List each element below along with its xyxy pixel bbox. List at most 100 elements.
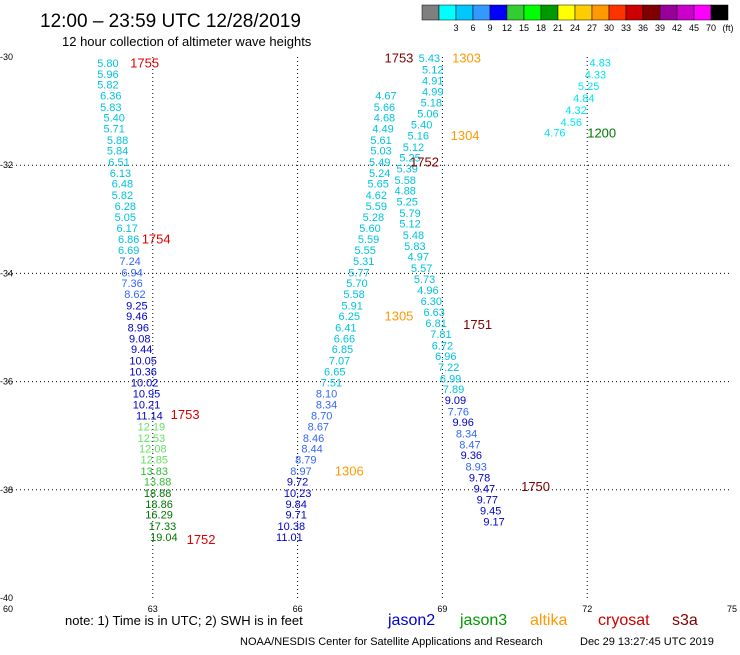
pass-time-label: 1200: [587, 125, 616, 140]
swh-value: 5.49: [369, 157, 390, 169]
swh-value: 5.96: [97, 69, 118, 81]
colorbar-tick-label: 42: [672, 23, 682, 33]
swh-value: 6.99: [440, 373, 461, 385]
swh-value: 5.43: [419, 53, 440, 65]
colorbar-tick-label: 15: [519, 23, 529, 33]
colorbar-bin: [676, 4, 695, 21]
colorbar-tick-label: 9: [487, 23, 492, 33]
swh-value: 5.71: [103, 123, 124, 135]
swh-value: 9.84: [285, 499, 306, 511]
swh-value: 8.96: [128, 322, 149, 334]
swh-value: 4.32: [565, 105, 586, 117]
colorbar-bin: [472, 4, 491, 21]
swh-value: 6.85: [332, 344, 353, 356]
swh-value: 11.01: [276, 532, 303, 544]
swh-value: 13.88: [144, 477, 172, 489]
swh-value: 19.04: [150, 532, 178, 544]
swh-value: 4.56: [561, 117, 582, 129]
swh-value: 5.58: [343, 289, 364, 301]
swh-value: 9.71: [285, 510, 306, 522]
colorbar-tick-label: 21: [553, 23, 563, 33]
swh-value: 5.39: [396, 163, 417, 175]
swh-value: 7.76: [448, 406, 469, 418]
swh-value: 6.41: [335, 322, 356, 334]
swh-value: 6.63: [423, 307, 444, 319]
swh-value: 5.40: [411, 120, 432, 132]
colorbar: 3 6 9 12 15 18 21 24 27 30 33 36 39 42 45 70 (ft): [421, 4, 734, 33]
swh-value: 4.99: [422, 87, 443, 99]
swh-value: 5.91: [341, 300, 362, 312]
y-tick-label: -32: [0, 160, 13, 170]
legend-s3a: s3a: [672, 612, 698, 629]
pass-time-label: 1755: [130, 55, 159, 70]
swh-value: 5.58: [395, 175, 416, 187]
chart-title: 12:00 – 23:59 UTC 12/28/2019: [40, 11, 301, 32]
colorbar-bin: [506, 4, 525, 21]
pass-time-label: 1753: [384, 51, 413, 66]
swh-value: 5.06: [417, 108, 438, 120]
swh-value: 6.65: [324, 366, 345, 378]
y-tick-label: -40: [0, 593, 13, 603]
pass-time-label: 1753: [171, 407, 200, 422]
swh-value: 5.16: [408, 130, 429, 142]
x-tick-label: 66: [293, 604, 303, 614]
swh-value: 5.83: [100, 102, 121, 114]
swh-value: 5.77: [348, 267, 369, 279]
swh-value: 12.08: [139, 444, 167, 456]
swh-value: 9.44: [131, 344, 152, 356]
legend-cryosat: cryosat: [598, 612, 650, 629]
axis-ticks: 60 63 66 69 72 75 -30 -32 -34 -36 -38 -40: [0, 52, 737, 614]
swh-value: 6.72: [432, 340, 453, 352]
swh-value: 6.94: [121, 267, 142, 279]
swh-value: 9.09: [445, 395, 466, 407]
pass-time-labels: 1755 1753 1303 1304 1200 1752 1754 1305 1751 1753…: [130, 51, 616, 547]
swh-value: 6.30: [421, 296, 442, 308]
colorbar-tick-label: (ft): [723, 23, 734, 33]
colorbar-tick-label: 39: [655, 23, 665, 33]
swh-value: 9.25: [126, 300, 147, 312]
swh-value: 5.24: [369, 168, 390, 180]
swh-value: 6.69: [118, 245, 139, 257]
swh-value: 5.12: [422, 64, 443, 76]
swh-value: 6.48: [112, 179, 133, 191]
swh-value: 5.31: [353, 256, 374, 268]
footer-credit: NOAA/NESDIS Center for Satellite Applica…: [240, 636, 543, 648]
swh-value: 5.40: [103, 113, 124, 125]
colorbar-bin: [710, 4, 729, 21]
swh-value: 9.36: [461, 450, 482, 462]
swh-value: 6.25: [339, 311, 360, 323]
data-marks: 5.805.965.826.365.835.405.715.885.846.51…: [97, 53, 611, 544]
swh-value: 5.65: [367, 179, 388, 191]
pass-time-label: 1752: [187, 532, 216, 547]
legend: jason2 jason3 altika cryosat s3a: [387, 612, 698, 629]
swh-value: 11.14: [136, 411, 163, 423]
swh-value: 5.05: [115, 212, 136, 224]
swh-value: 4.84: [573, 93, 594, 105]
swh-value: 4.76: [544, 128, 565, 140]
swh-value: 13.83: [140, 466, 168, 478]
swh-value: 8.34: [456, 429, 477, 441]
swh-value: 8.67: [308, 421, 329, 433]
swh-value: 7.51: [321, 378, 342, 390]
swh-value: 12.53: [138, 433, 166, 445]
pass-time-label: 1754: [142, 231, 171, 246]
swh-value: 7.07: [329, 355, 350, 367]
colorbar-bin: [438, 4, 457, 21]
colorbar-tick-label: 33: [621, 23, 631, 33]
x-tick-label: 69: [437, 604, 447, 614]
colorbar-bin: [625, 4, 644, 21]
swh-value: 18.88: [144, 488, 172, 500]
swh-value: 4.49: [372, 123, 393, 135]
swh-value: 6.17: [117, 223, 138, 235]
swh-value: 4.88: [395, 186, 416, 198]
colorbar-tick-label: 6: [470, 23, 475, 33]
track-4: 4.834.335.254.844.324.564.76: [544, 57, 611, 139]
swh-value: 9.45: [480, 505, 501, 517]
swh-value: 7.36: [121, 278, 142, 290]
swh-value: 5.25: [396, 196, 417, 208]
pass-time-label: 1303: [452, 51, 481, 66]
colorbar-tick-label: 70: [706, 23, 716, 33]
swh-value: 10.95: [133, 388, 161, 400]
